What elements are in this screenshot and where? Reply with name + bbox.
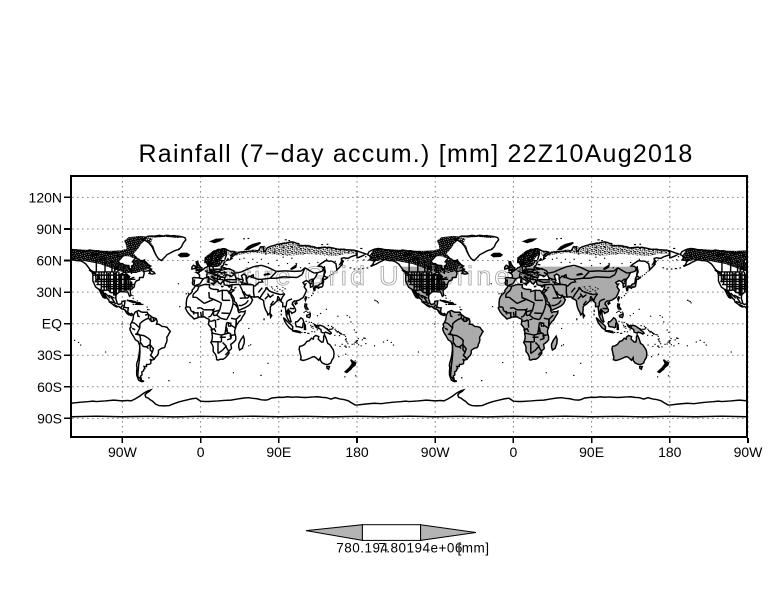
svg-text:30S: 30S bbox=[37, 347, 62, 363]
svg-text:90S: 90S bbox=[37, 410, 62, 426]
svg-text:EQ: EQ bbox=[42, 316, 62, 332]
svg-text:180: 180 bbox=[658, 444, 682, 460]
svg-text:Rainfall (7−day accum.) [mm] 2: Rainfall (7−day accum.) [mm] 22Z10Aug201… bbox=[139, 140, 694, 168]
svg-text:90W: 90W bbox=[108, 444, 138, 460]
svg-text:120N: 120N bbox=[29, 189, 62, 205]
svg-text:0: 0 bbox=[510, 444, 518, 460]
svg-text:0: 0 bbox=[197, 444, 205, 460]
svg-text:180: 180 bbox=[345, 444, 369, 460]
svg-text:60N: 60N bbox=[36, 253, 62, 269]
svg-text:[mm]: [mm] bbox=[458, 541, 490, 556]
svg-text:90W: 90W bbox=[421, 444, 451, 460]
svg-text:7.80194e+06: 7.80194e+06 bbox=[378, 541, 463, 556]
svg-text:90W: 90W bbox=[734, 444, 764, 460]
svg-text:30N: 30N bbox=[36, 284, 62, 300]
svg-text:90E: 90E bbox=[266, 444, 291, 460]
svg-text:60S: 60S bbox=[37, 379, 62, 395]
svg-text:90N: 90N bbox=[36, 221, 62, 237]
svg-text:90E: 90E bbox=[579, 444, 604, 460]
svg-text:780.194: 780.194 bbox=[336, 541, 388, 556]
